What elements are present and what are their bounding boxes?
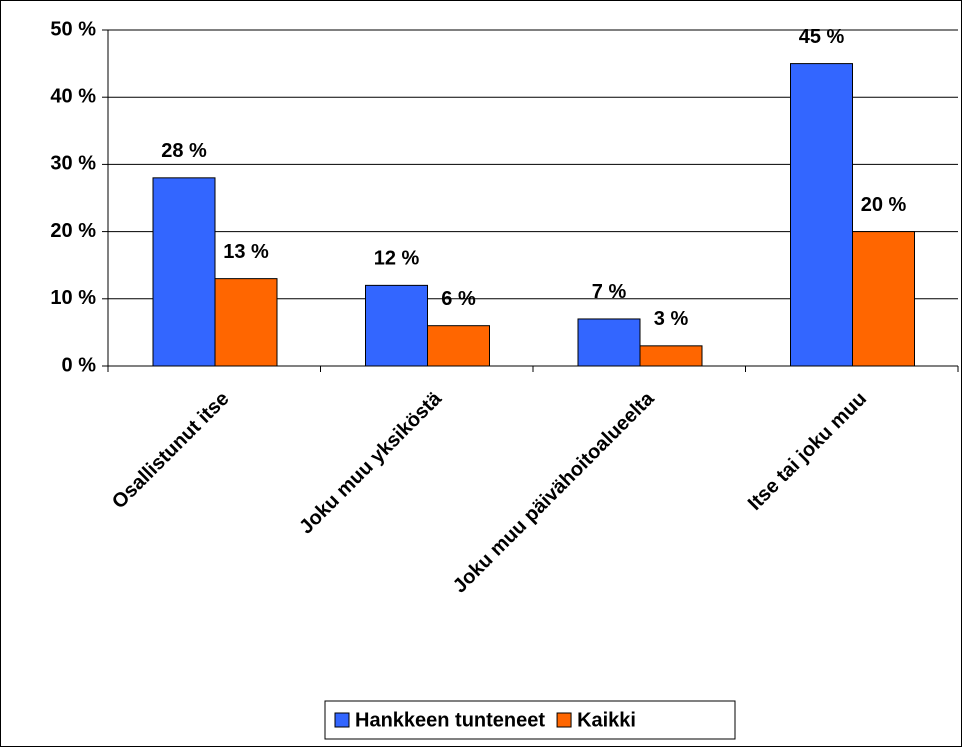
bar [577,318,641,367]
bar [365,284,428,367]
bar [790,63,853,367]
legend-label: Kaikki [577,709,636,731]
bar [214,278,278,367]
y-tick-label: 30 % [50,153,96,175]
bar [639,345,703,367]
value-label: 3 % [654,308,689,330]
y-tick-label: 20 % [50,220,96,242]
value-label: 45 % [799,26,845,48]
legend-box [324,700,736,740]
value-label: 13 % [223,241,269,263]
legend-swatch [334,712,350,728]
y-tick-label: 40 % [50,85,96,107]
value-label: 7 % [592,281,627,303]
value-label: 6 % [441,288,476,310]
value-label: 28 % [161,140,207,162]
legend: Hankkeen tunteneet Kaikki [324,700,736,740]
bar [427,325,490,367]
legend-swatch [556,712,572,728]
legend-label: Hankkeen tunteneet [355,709,545,731]
bar [152,177,216,367]
y-tick-label: 0 % [62,354,97,376]
bar [852,231,915,367]
y-tick-label: 10 % [50,287,96,309]
value-label: 20 % [861,194,907,216]
value-label: 12 % [374,248,420,270]
y-tick-label: 50 % [50,18,96,40]
